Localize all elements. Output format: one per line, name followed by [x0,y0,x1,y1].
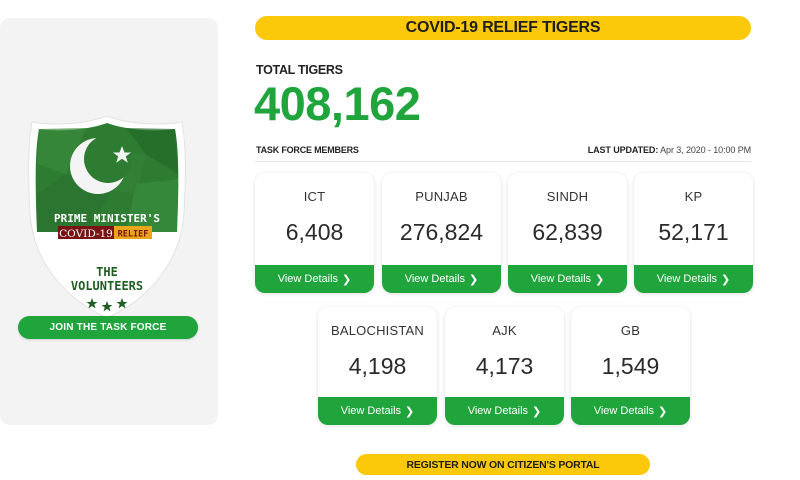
page-title: COVID-19 RELIEF TIGERS [255,16,751,40]
register-citizens-portal-button[interactable]: REGISTER NOW ON CITIZEN'S PORTAL [356,454,650,475]
view-details-label: View Details [530,273,592,285]
view-details-label: View Details [656,273,718,285]
region-name: AJK [492,323,517,338]
view-details-button[interactable]: View Details ❯ [571,397,690,425]
svg-text:RELIEF: RELIEF [118,230,149,240]
view-details-button[interactable]: View Details ❯ [318,397,437,425]
region-count: 276,824 [399,219,484,245]
region-name: PUNJAB [415,189,468,204]
view-details-label: View Details [404,273,466,285]
view-details-button[interactable]: View Details ❯ [445,397,564,425]
region-name: ICT [303,189,326,204]
region-count: 6,408 [285,219,344,245]
region-card-kp: KP 52,171 View Details ❯ [634,173,753,293]
crescent-icon [70,135,132,194]
chevron-right-icon: ❯ [658,405,668,418]
region-card-punjab: PUNJAB 276,824 View Details ❯ [382,173,501,293]
chevron-right-icon: ❯ [405,405,415,418]
chevron-right-icon: ❯ [721,273,731,286]
region-card-ict: ICT 6,408 View Details ❯ [255,173,374,293]
sidebar-panel: PRIME MINISTER'S COVID-19 RELIEF TIGERS … [0,18,218,425]
total-tigers-label: TOTAL TIGERS [256,63,343,77]
divider [255,161,751,162]
last-updated-label: LAST UPDATED: [587,145,659,155]
chevron-right-icon: ❯ [595,273,605,286]
view-details-label: View Details [340,405,402,417]
join-task-force-button[interactable]: JOIN THE TASK FORCE [18,316,198,339]
svg-text:TIGERS FORCE: TIGERS FORCE [64,243,151,257]
svg-text:VOLUNTEERS: VOLUNTEERS [71,279,143,293]
region-card-ajk: AJK 4,173 View Details ❯ [445,307,564,425]
view-details-label: View Details [467,405,529,417]
region-count: 1,549 [601,353,660,379]
view-details-button[interactable]: View Details ❯ [255,265,374,293]
view-details-label: View Details [593,405,655,417]
view-details-label: View Details [277,273,339,285]
region-count: 4,198 [348,353,407,379]
region-name: SINDH [546,189,589,204]
tigers-force-logo: PRIME MINISTER'S COVID-19 RELIEF TIGERS … [26,114,188,320]
region-name: BALOCHISTAN [331,323,424,338]
svg-text:THE: THE [96,265,118,279]
last-updated: LAST UPDATED: Apr 3, 2020 - 10:00 PM [588,145,751,155]
view-details-button[interactable]: View Details ❯ [508,265,627,293]
region-count: 62,839 [532,219,603,245]
chevron-right-icon: ❯ [342,273,352,286]
region-card-balochistan: BALOCHISTAN 4,198 View Details ❯ [318,307,437,425]
region-card-gb: GB 1,549 View Details ❯ [571,307,690,425]
svg-text:COVID-19: COVID-19 [59,228,113,240]
region-count: 52,171 [658,219,729,245]
chevron-right-icon: ❯ [532,405,542,418]
three-stars-icon [86,298,128,312]
region-name: GB [620,323,641,338]
svg-text:PRIME MINISTER'S: PRIME MINISTER'S [54,212,160,225]
chevron-right-icon: ❯ [469,273,479,286]
last-updated-value: Apr 3, 2020 - 10:00 PM [660,145,751,155]
region-name: KP [684,189,703,204]
region-card-sindh: SINDH 62,839 View Details ❯ [508,173,627,293]
view-details-button[interactable]: View Details ❯ [382,265,501,293]
view-details-button[interactable]: View Details ❯ [634,265,753,293]
total-tigers-value: 408,162 [254,77,421,130]
star-icon [113,146,131,163]
task-force-members-label: TASK FORCE MEMBERS [256,145,359,155]
region-count: 4,173 [475,353,534,379]
